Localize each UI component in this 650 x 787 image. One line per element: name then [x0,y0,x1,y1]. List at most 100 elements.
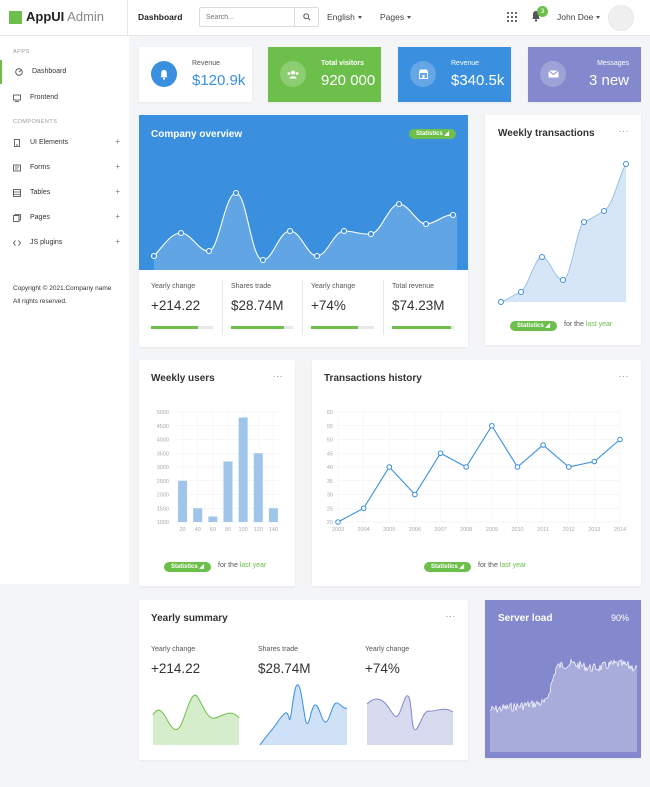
language-dropdown[interactable]: English [327,12,362,22]
stat-card-messages: Messages 3 new [528,47,641,102]
statistics-badge[interactable]: Statistics ◢ [510,321,557,331]
data-point [412,491,418,498]
server-load-chart [489,658,638,752]
y-tick-label: 30 [327,493,333,499]
sidebar-item-js-plugins[interactable]: JS plugins + [0,231,129,255]
data-point [540,442,546,448]
search-icon [302,13,311,21]
pages-dropdown[interactable]: Pages [380,12,412,22]
apps-grid-icon[interactable] [507,12,517,22]
expand-icon[interactable]: + [115,162,120,171]
more-menu-icon[interactable]: ··· [618,126,629,136]
x-tick-label: 100 [239,527,248,533]
expand-icon[interactable]: + [115,237,120,246]
language-label: English [327,12,355,22]
sidebar-item-label: Forms [30,164,50,171]
metric-label: Yearly change [151,646,196,653]
y-tick-label: 3000 [157,465,169,471]
metric-progress [392,326,454,329]
metric-value: $28.74M [258,661,311,676]
sidebar-item-label: Dashboard [32,68,67,75]
transactions-history-card: Transactions history ··· 20 25 30 35 40 45 50 5… [312,360,641,586]
sidebar-section-apps: APPS [13,49,30,55]
bar [223,461,233,522]
user-menu[interactable]: John Doe [557,12,601,22]
sidebar-item-pages[interactable]: Pages + [0,206,129,230]
data-point [591,458,598,465]
card-title: Weekly transactions [498,128,595,139]
company-overview-card: Company overview Statistics ◢ Yearly cha… [139,115,468,347]
card-footer-text: for the last year [478,562,527,569]
more-menu-icon[interactable]: ··· [272,371,283,381]
sidebar-item-forms[interactable]: Forms + [0,156,129,180]
metric-value: +74% [365,661,400,676]
avatar[interactable] [608,5,634,31]
y-tick-label: 2000 [157,493,169,499]
chart-grid [337,411,621,523]
yearly-summary-sparklines [152,684,454,746]
expand-icon[interactable]: + [115,212,120,221]
statistics-badge[interactable]: Statistics ◢ [424,562,471,572]
y-tick-label: 4500 [157,424,169,430]
data-point [437,450,444,457]
more-menu-icon[interactable]: ··· [445,611,456,621]
brand[interactable]: AppUI Admin [0,0,128,36]
search-box [199,7,319,27]
search-button[interactable] [294,8,318,26]
copyright: Copyright © 2021.Company name All rights… [13,285,112,305]
chevron-down-icon [596,16,601,20]
metric-progress [311,326,374,329]
more-menu-icon[interactable]: ··· [618,371,629,381]
expand-icon[interactable]: + [115,187,120,196]
monitor-icon [13,94,21,102]
statistics-badge[interactable]: Statistics ◢ [409,129,456,139]
card-footer-text: for the last year [564,321,613,328]
expand-icon[interactable]: + [115,137,120,146]
user-name: John Doe [557,12,594,22]
chevron-down-icon [407,16,412,20]
sidebar-item-ui-elements[interactable]: UI Elements + [0,131,129,155]
stat-value: $120.9k [192,72,246,89]
x-tick-label: 140 [269,527,278,533]
dashboard-icon [15,68,23,76]
statistics-badge[interactable]: Statistics ◢ [164,562,211,572]
search-input[interactable] [200,8,296,26]
bar [253,453,263,522]
x-tick-label: 2011 [537,527,549,533]
card-title: Weekly users [151,373,215,384]
weekly-users-card: Weekly users ··· 1000 1500 2000 2500 3000 350… [139,360,295,586]
sidebar-item-tables[interactable]: Tables + [0,181,129,205]
x-tick-label: 60 [210,527,216,533]
shop-icon [410,61,436,87]
bar [238,417,248,522]
metric-value: +74% [311,298,346,313]
data-point [360,505,367,512]
stat-label: Revenue [451,60,480,67]
progress-fill [392,326,451,329]
metric-value: +214.22 [151,661,201,676]
x-tick-label: 2007 [434,527,446,533]
chart-line [335,422,623,525]
progress-fill [151,326,198,329]
y-tick-label: 20 [327,520,333,526]
sidebar-item-dashboard[interactable]: Dashboard [0,60,129,84]
brand-name: AppUI Admin [26,9,105,24]
x-tick-label: 2012 [563,527,575,533]
metric-label: Yearly change [365,646,410,653]
stat-card-revenue-2: Revenue $340.5k [398,47,511,102]
y-tick-label: 4000 [157,438,169,444]
sparkline-blue [260,684,347,745]
bar [208,516,218,522]
sidebar-item-frontend[interactable]: Frontend [0,86,129,110]
x-tick-label: 2009 [486,527,498,533]
last-year-link[interactable]: last year [239,562,267,569]
last-year-link[interactable]: last year [499,562,527,569]
last-year-link[interactable]: last year [585,321,613,328]
card-title: Yearly summary [151,613,228,624]
y-tick-label: 60 [327,410,333,416]
stat-label: Messages [597,60,629,67]
metric-label: Shares trade [258,646,299,653]
bar [268,508,278,522]
data-point [565,464,572,470]
